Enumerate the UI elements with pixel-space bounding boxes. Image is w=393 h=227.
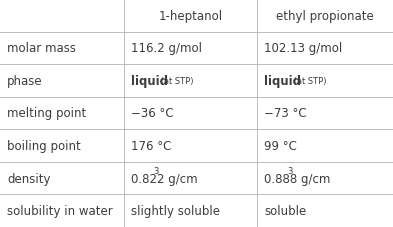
Text: −36 °C: −36 °C [131, 107, 173, 120]
Text: (at STP): (at STP) [291, 76, 327, 86]
Text: 1-heptanol: 1-heptanol [158, 10, 223, 23]
Text: solubility in water: solubility in water [7, 204, 113, 217]
Text: 99 °C: 99 °C [264, 139, 298, 152]
Text: 0.888 g/cm: 0.888 g/cm [264, 172, 331, 185]
Text: −73 °C: −73 °C [264, 107, 307, 120]
Text: boiling point: boiling point [7, 139, 81, 152]
Text: melting point: melting point [7, 107, 86, 120]
Text: (at STP): (at STP) [158, 76, 193, 86]
Text: 102.13 g/mol: 102.13 g/mol [264, 42, 343, 55]
Text: slightly soluble: slightly soluble [131, 204, 220, 217]
Text: density: density [7, 172, 51, 185]
Text: soluble: soluble [264, 204, 307, 217]
Text: phase: phase [7, 75, 43, 88]
Text: 3: 3 [154, 167, 159, 176]
Text: 0.822 g/cm: 0.822 g/cm [131, 172, 198, 185]
Text: liquid: liquid [264, 75, 301, 88]
Text: 116.2 g/mol: 116.2 g/mol [131, 42, 202, 55]
Text: molar mass: molar mass [7, 42, 76, 55]
Text: 176 °C: 176 °C [131, 139, 171, 152]
Text: liquid: liquid [131, 75, 168, 88]
Text: ethyl propionate: ethyl propionate [276, 10, 374, 23]
Text: 3: 3 [287, 167, 293, 176]
